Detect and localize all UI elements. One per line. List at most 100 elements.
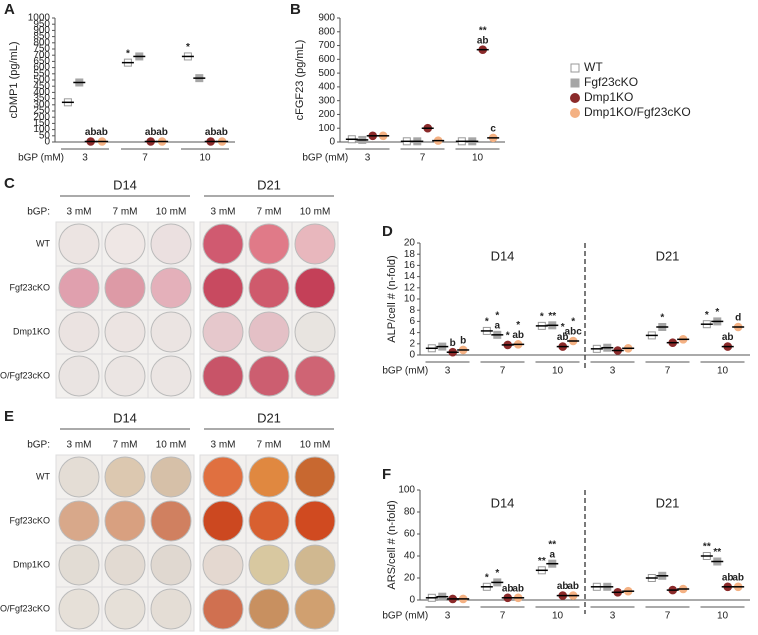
annotation: ab [512,330,524,341]
annotation: * [495,568,499,579]
column-label: 7 mM [113,440,138,451]
y-tick-label: 60 [404,529,416,540]
y-tick-label: 100 [398,485,415,496]
well [248,355,290,397]
y-tick-label: 100 [318,123,335,134]
y-tick-label: 450 [33,81,50,92]
y-axis-label: ALP/cell # (n-fold) [386,255,398,342]
y-tick-label: 600 [33,62,50,73]
y-tick-label: 8 [409,305,415,316]
column-label: 10 mM [300,440,331,451]
x-tick-label: 7 [665,611,671,622]
annotation: * [540,312,544,323]
row-heading: bGP: [27,440,50,451]
well [294,500,336,542]
well [248,267,290,309]
well [248,223,290,265]
well [248,311,290,353]
annotation: ab [567,581,579,592]
annotation: * [495,310,499,321]
y-tick-label: 16 [404,260,416,271]
well [294,544,336,586]
annotation: * [715,307,719,318]
y-tick-label: 100 [33,124,50,135]
x-tick-label: 3 [82,153,88,164]
annotation: * [516,320,520,331]
row-label: Fgf23cKO [9,282,50,292]
y-tick-label: 500 [33,75,50,86]
x-tick-label: 3 [365,153,371,164]
well [150,223,192,265]
annotation: ab [477,35,489,46]
annotation: ** [713,547,721,558]
x-tick-label: 10 [472,153,484,164]
legend-marker [570,63,580,73]
well [104,544,146,586]
column-label: 7 mM [257,207,282,218]
annotation: a [494,320,500,331]
annotation: ab [216,127,228,138]
annotation: ab [205,127,217,138]
row-label: Dmp1KO/Fgf23cKO [0,603,50,613]
row-label: Dmp1KO [13,326,50,336]
y-tick-label: 350 [33,93,50,104]
row-label: Dmp1KO [13,559,50,569]
well [58,500,100,542]
well [58,267,100,309]
y-tick-label: 400 [33,87,50,98]
annotation: * [561,322,565,333]
column-label: 3 mM [67,440,92,451]
annotation: ab [557,332,569,343]
y-tick-label: 700 [318,40,335,51]
legend-marker [570,78,580,88]
well [58,355,100,397]
panel-letter: F [382,466,391,483]
annotation: * [485,572,489,583]
group-label: D21 [257,177,281,192]
well [150,355,192,397]
y-tick-label: 500 [318,68,335,79]
group-label: D21 [257,410,281,425]
y-tick-label: 750 [33,44,50,55]
column-label: 3 mM [67,207,92,218]
well [58,456,100,498]
row-label: WT [36,238,50,248]
column-label: 3 mM [211,207,236,218]
y-tick-label: 4 [409,327,415,338]
well [248,500,290,542]
annotation: * [506,331,510,342]
well [202,311,244,353]
y-tick-label: 20 [404,238,416,249]
well [294,267,336,309]
y-tick-label: 400 [318,82,335,93]
annotation: ab [557,581,569,592]
legend-marker [570,93,580,103]
well [104,311,146,353]
annotation: ** [538,556,546,567]
y-tick-label: 300 [33,99,50,110]
annotation: * [660,313,664,324]
column-label: 10 mM [300,207,331,218]
annotation: ab [96,127,108,138]
well [104,223,146,265]
annotation: * [705,310,709,321]
panel-letter: B [290,1,301,18]
annotation: * [186,42,190,53]
well [202,500,244,542]
column-label: 7 mM [113,207,138,218]
group-label: D14 [491,248,515,263]
annotation: abc [565,327,583,338]
annotation: ** [703,542,711,553]
x-tick-label: 3 [610,366,616,377]
y-tick-label: 550 [33,68,50,79]
annotation: ab [512,583,524,594]
y-tick-label: 250 [33,106,50,117]
panel-letter: C [4,175,15,192]
annotation: ab [722,332,734,343]
y-tick-label: 650 [33,56,50,67]
x-tick-label: 10 [552,611,564,622]
y-tick-label: 300 [318,95,335,106]
column-label: 3 mM [211,440,236,451]
y-tick-label: 1000 [28,13,51,24]
y-tick-label: 14 [404,271,416,282]
